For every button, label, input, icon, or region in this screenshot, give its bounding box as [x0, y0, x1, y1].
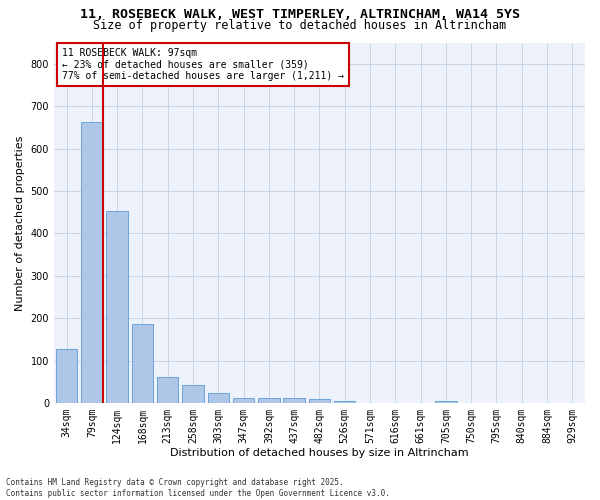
Bar: [283, 398, 305, 403]
Bar: [233, 398, 254, 403]
Bar: [309, 400, 330, 403]
X-axis label: Distribution of detached houses by size in Altrincham: Distribution of detached houses by size …: [170, 448, 469, 458]
Text: 11 ROSEBECK WALK: 97sqm
← 23% of detached houses are smaller (359)
77% of semi-d: 11 ROSEBECK WALK: 97sqm ← 23% of detache…: [62, 48, 344, 81]
Bar: [131, 324, 153, 403]
Bar: [106, 212, 128, 403]
Bar: [208, 392, 229, 403]
Bar: [81, 122, 103, 403]
Bar: [334, 401, 355, 403]
Text: 11, ROSEBECK WALK, WEST TIMPERLEY, ALTRINCHAM, WA14 5YS: 11, ROSEBECK WALK, WEST TIMPERLEY, ALTRI…: [80, 8, 520, 20]
Bar: [182, 386, 204, 403]
Bar: [258, 398, 280, 403]
Bar: [56, 349, 77, 403]
Text: Size of property relative to detached houses in Altrincham: Size of property relative to detached ho…: [94, 18, 506, 32]
Text: Contains HM Land Registry data © Crown copyright and database right 2025.
Contai: Contains HM Land Registry data © Crown c…: [6, 478, 390, 498]
Y-axis label: Number of detached properties: Number of detached properties: [15, 135, 25, 310]
Bar: [157, 377, 178, 403]
Bar: [435, 400, 457, 403]
